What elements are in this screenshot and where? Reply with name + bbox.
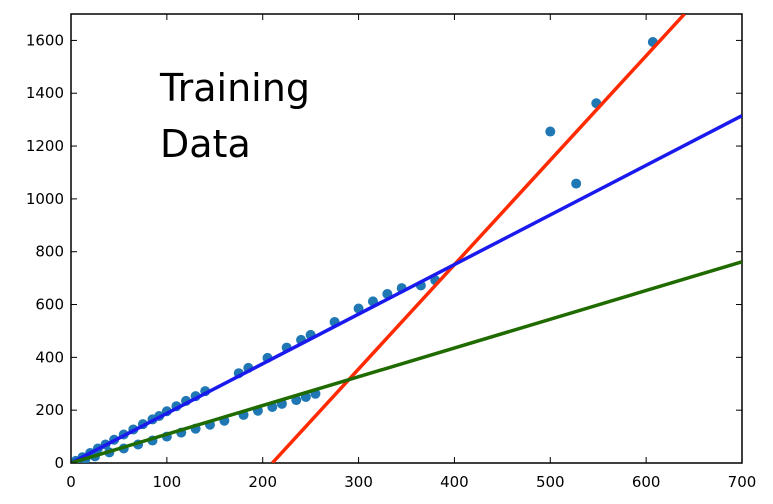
- x-tick-label: 500: [536, 473, 565, 491]
- chart-marks: [71, 14, 742, 463]
- fit-line-3: [71, 260, 742, 463]
- y-tick-label: 200: [35, 401, 64, 419]
- chart-title-line-1: Training: [159, 66, 310, 110]
- y-tick-label: 800: [35, 243, 64, 261]
- x-tick-label: 100: [153, 473, 182, 491]
- x-tick-labels: 0 100 200 300 400 500 600 700: [66, 473, 756, 491]
- y-tick-label: 600: [35, 296, 64, 314]
- x-tick-label: 0: [66, 473, 76, 491]
- x-tick-label: 700: [728, 473, 757, 491]
- y-tick-label: 1400: [26, 84, 64, 102]
- plot-frame: [70, 13, 743, 464]
- y-tick-label: 1000: [26, 190, 64, 208]
- y-tick-label: 1600: [26, 31, 64, 49]
- y-tick-label: 0: [54, 454, 64, 472]
- x-tick-label: 400: [440, 473, 469, 491]
- axis-ticks: [70, 14, 743, 464]
- fit-line-1: [271, 14, 686, 463]
- plot-area: 0 100 200 300 400 500 600 700 0 200 400 600 800 1000…: [26, 13, 756, 491]
- x-tick-label: 600: [632, 473, 661, 491]
- chart-title-line-2: Data: [160, 122, 251, 166]
- y-tick-label: 400: [35, 348, 64, 366]
- y-tick-labels: 0 200 400 600 800 1000 1200 1400 1600: [26, 31, 64, 472]
- fit-line-2: [71, 114, 742, 463]
- y-tick-label: 1200: [26, 137, 64, 155]
- x-tick-label: 300: [344, 473, 373, 491]
- data-point: [571, 178, 582, 189]
- data-point: [545, 126, 556, 137]
- x-tick-label: 200: [248, 473, 277, 491]
